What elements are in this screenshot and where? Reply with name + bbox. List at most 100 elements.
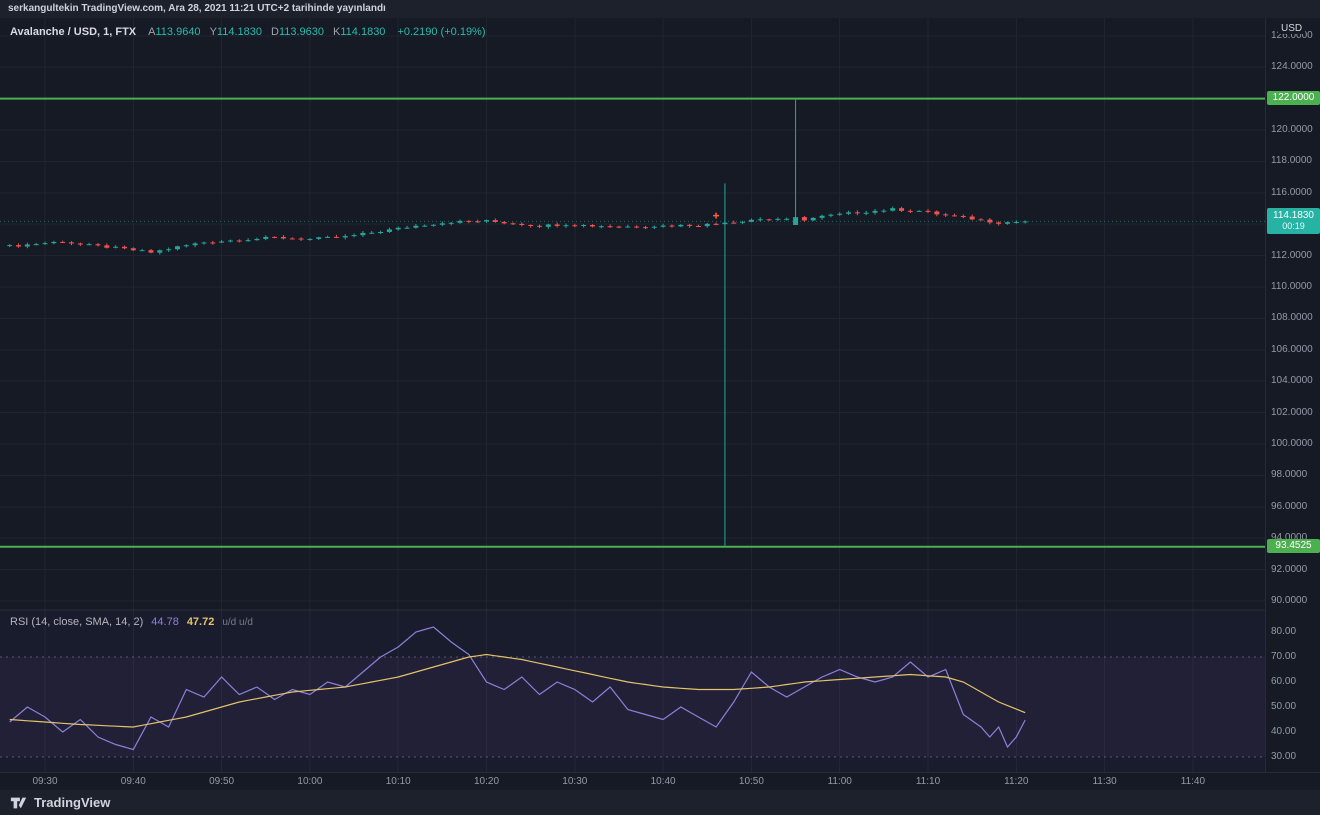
candle-body: [642, 227, 648, 229]
rsi-line: [9, 626, 1026, 751]
price-tick-label: 118.0000: [1271, 155, 1312, 167]
candle-countdown: 00:19: [1282, 221, 1305, 231]
time-tick-label: 11:40: [1180, 776, 1206, 787]
candle-body: [545, 224, 551, 227]
candle-body: [307, 238, 313, 240]
candle-body: [634, 226, 640, 228]
candle-body: [890, 208, 896, 211]
candle-body: [510, 223, 516, 225]
candle-body: [174, 246, 180, 250]
candle-body: [766, 219, 772, 221]
candle-body: [386, 229, 392, 232]
time-tick-label: 10:00: [297, 776, 323, 787]
low-label: D: [270, 26, 279, 38]
candle-body: [554, 224, 560, 226]
time-tick-label: 11:30: [1092, 776, 1117, 787]
level-price-badge: 93.4525: [1267, 539, 1320, 553]
candle-body: [484, 220, 490, 222]
candle-body: [201, 242, 207, 244]
candle-body: [784, 218, 790, 220]
candle-body: [280, 236, 286, 239]
candle-body: [475, 221, 481, 223]
symbol-header: Avalanche / USD, 1, FTX A 113.9640 Y 114.1…: [10, 26, 486, 38]
price-tick-label: 120.0000: [1271, 124, 1313, 135]
price-tick-label: 106.0000: [1271, 343, 1313, 355]
tradingview-logo-icon[interactable]: [10, 794, 28, 812]
candle-body: [42, 243, 48, 245]
candle-body: [413, 225, 419, 228]
low-value: 113.9630: [278, 26, 325, 38]
candle-body: [607, 226, 613, 228]
candle-body: [669, 225, 675, 227]
candle-body: [987, 219, 993, 223]
candle-body: [69, 242, 75, 244]
price-tick-label: 94.0000: [1271, 532, 1308, 544]
rsi-tick-label: 60.00: [1271, 676, 1297, 687]
candle-body: [130, 248, 136, 251]
candle-body: [77, 243, 83, 245]
candle-body: [916, 210, 922, 212]
candle-body: [952, 215, 958, 217]
candle-body: [863, 212, 869, 214]
time-tick-label: 11:10: [915, 776, 941, 787]
candle-body: [713, 223, 719, 225]
candle-body: [572, 225, 578, 227]
open-label: A: [148, 26, 156, 38]
candle-body: [272, 236, 278, 238]
chart-area: Avalanche / USD, 1, FTX A 113.9640 Y 114.1…: [0, 18, 1320, 790]
currency-label[interactable]: USD: [1278, 23, 1306, 34]
candle-body: [581, 225, 587, 227]
candle-body: [678, 224, 684, 227]
candle-body: [7, 245, 13, 247]
candle-body: [625, 226, 631, 228]
price-tick-label: 110.0000: [1271, 281, 1312, 292]
open-value: 113.9640: [155, 26, 201, 38]
candle-body: [227, 240, 233, 242]
time-axis[interactable]: 09:30 09:40 09:50 10:00 10:10 10:20 10:30 10:40…: [0, 772, 1320, 790]
candle-body: [616, 226, 622, 228]
price-tick-label: 102.0000: [1271, 406, 1313, 418]
rsi-sma-line: [9, 653, 1026, 728]
price-chart-canvas[interactable]: [0, 18, 1265, 772]
high-value: 114.1830: [216, 26, 262, 38]
candle-body: [378, 231, 384, 233]
candle-body: [854, 212, 860, 214]
candle-body: [589, 225, 595, 227]
rsi-suffix: u/d u/d: [222, 617, 253, 628]
candle-body: [448, 222, 454, 224]
candle-body: [731, 222, 737, 224]
rsi-pane[interactable]: [0, 610, 1265, 772]
tradingview-logo-text[interactable]: TradingView: [34, 795, 111, 810]
candle-body: [1022, 221, 1028, 223]
candle-body: [139, 250, 145, 252]
candle-body: [60, 241, 66, 243]
candle-body: [934, 211, 940, 215]
candle-body: [943, 214, 949, 216]
rsi-tick-label: 70.00: [1271, 651, 1297, 662]
candle-body: [996, 222, 1002, 224]
price-tick-label: 100.0000: [1271, 438, 1313, 449]
candle-body: [113, 246, 119, 248]
candle-body: [219, 241, 225, 243]
rsi-tick-label: 80.00: [1271, 626, 1297, 637]
time-tick-label: 10:10: [385, 776, 411, 787]
candle-body: [528, 225, 534, 227]
candle-body: [651, 226, 657, 228]
time-tick-label: 09:30: [32, 776, 58, 787]
price-tick-label: 108.0000: [1271, 312, 1313, 324]
order-marker-icon: [713, 212, 720, 219]
candle-body: [289, 238, 295, 240]
candle-body: [422, 225, 428, 227]
price-axis[interactable]: USD 122.0000 93.4525 114.1830 00:19 126.…: [1265, 18, 1320, 772]
price-tick-label: 98.0000: [1271, 469, 1308, 481]
candle-body: [51, 241, 57, 244]
time-tick-label: 09:40: [120, 776, 146, 787]
candle-body: [775, 218, 781, 220]
time-tick-label: 10:20: [474, 776, 500, 787]
candle-body: [872, 210, 878, 213]
rsi-title[interactable]: RSI (14, close, SMA, 14, 2): [10, 616, 144, 628]
symbol-title[interactable]: Avalanche / USD, 1, FTX: [10, 26, 137, 38]
attribution-text: serkangultekin TradingView.com, Ara 28, …: [8, 3, 386, 14]
candle-body: [969, 216, 975, 220]
candle-body: [492, 220, 498, 222]
